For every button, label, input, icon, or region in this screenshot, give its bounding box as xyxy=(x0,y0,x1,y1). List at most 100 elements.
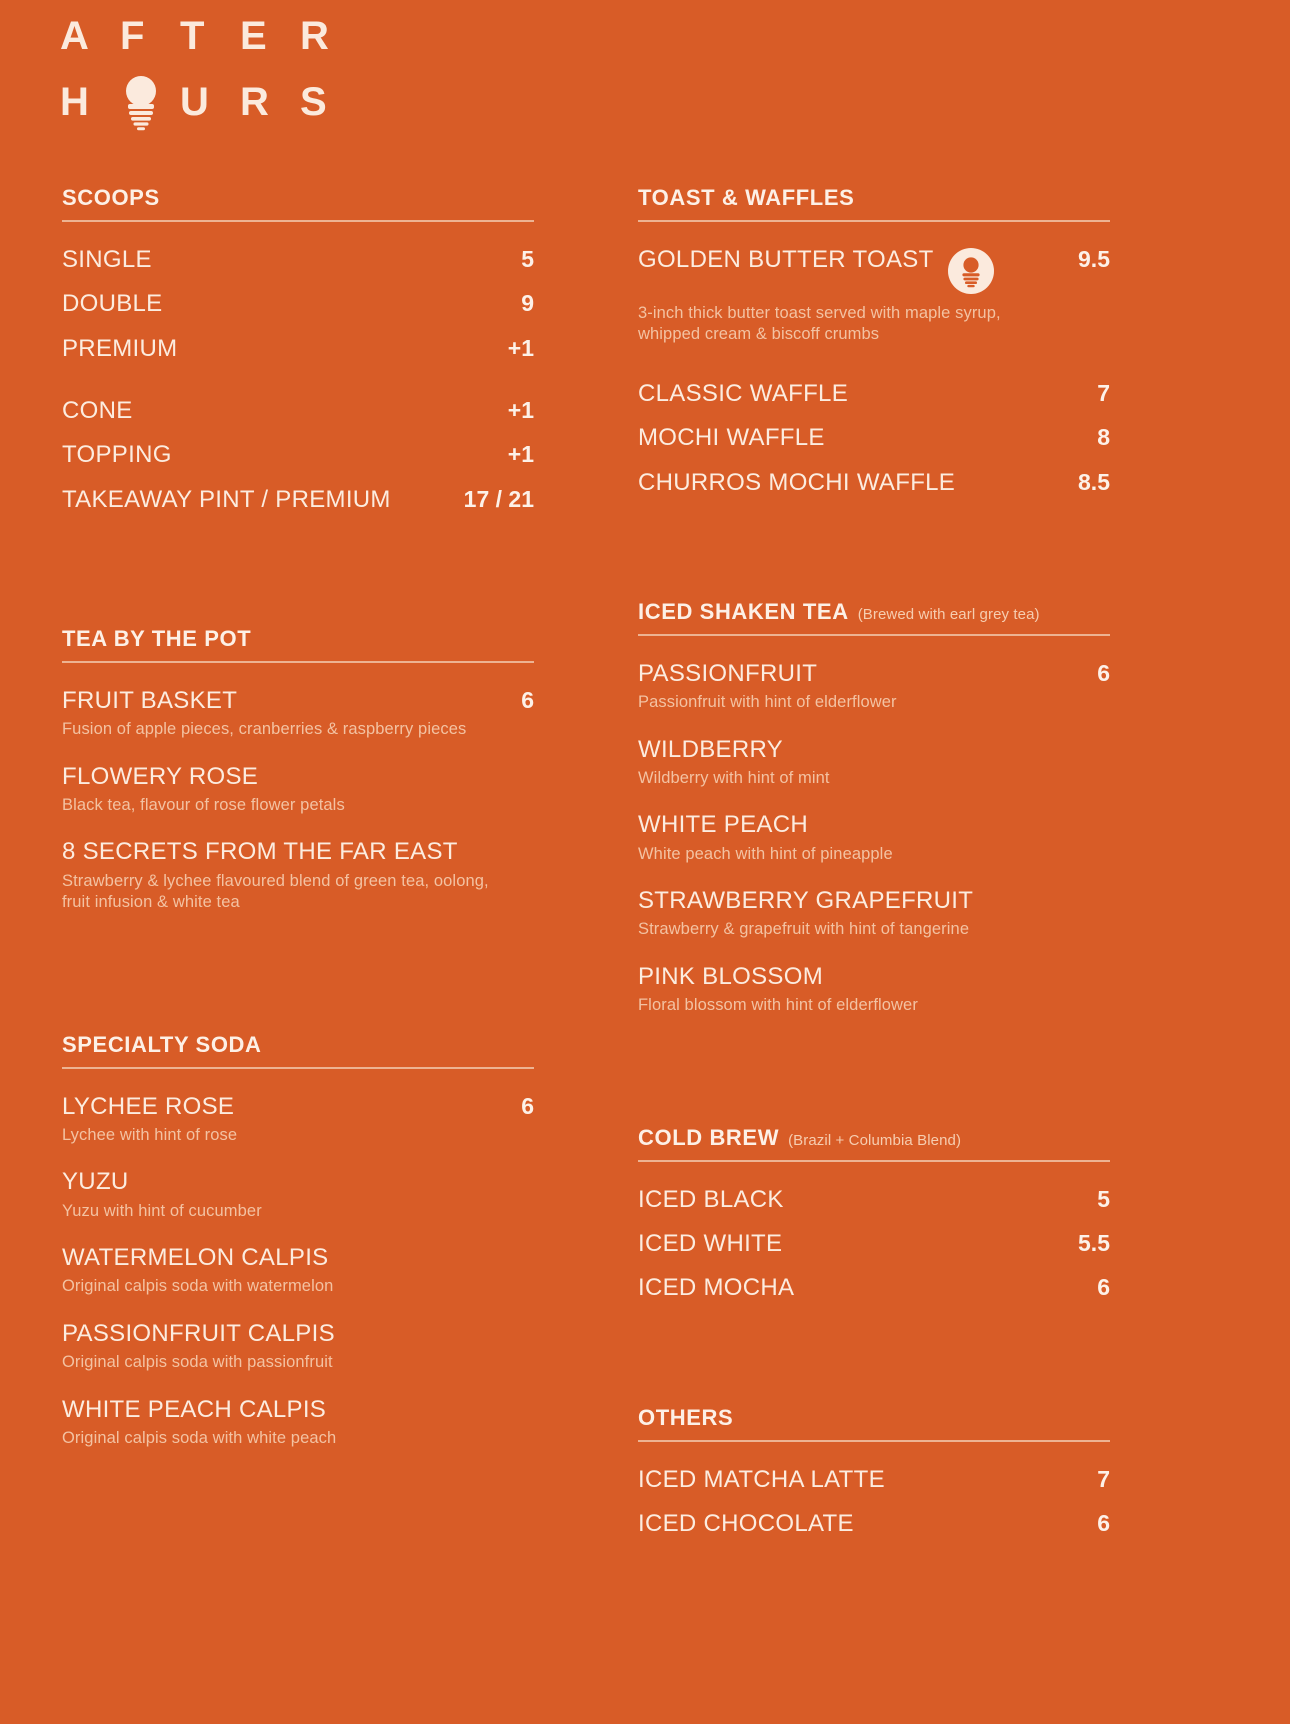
menu-item: FLOWERY ROSE Black tea, flavour of rose f… xyxy=(62,763,534,817)
menu-item-price: +1 xyxy=(507,334,534,361)
menu-item-name: GOLDEN BUTTER TOAST xyxy=(638,246,934,273)
menu-item: WHITE PEACH White peach with hint of pine… xyxy=(638,811,1110,865)
section-spacer xyxy=(638,1039,1110,1125)
section-header-iced-shaken-tea: ICED SHAKEN TEA (Brewed with earl grey te… xyxy=(638,599,1110,636)
menu-item-name: CONE xyxy=(62,396,133,424)
menu-item-text: ICED CHOCOLATE xyxy=(638,1510,1080,1538)
menu-item-price: 5 xyxy=(1097,1185,1110,1212)
menu-item-description: Strawberry & grapefruit with hint of tan… xyxy=(638,920,970,939)
menu-item: CLASSIC WAFFLE 7 xyxy=(638,380,1110,408)
menu-item-text: DOUBLE xyxy=(62,290,504,318)
menu-section-iced-shaken-tea: ICED SHAKEN TEA (Brewed with earl grey te… xyxy=(638,599,1110,1017)
menu-item-description: Original calpis soda with passionfruit xyxy=(62,1353,333,1372)
menu-item-name: ICED MATCHA LATTE xyxy=(638,1465,885,1493)
section-spacer xyxy=(638,513,1110,599)
menu-item-name: LYCHEE ROSE xyxy=(62,1092,235,1120)
menu-item: GOLDEN BUTTER TOAST 3-inch thick butter t… xyxy=(638,246,1110,346)
menu-item-name: PINK BLOSSOM xyxy=(638,962,823,990)
menu-section-toast-and-waffles: TOAST & WAFFLES GOLDEN BUTTER TOAST 3-inch… xyxy=(638,185,1110,497)
menu-item-name: WHITE PEACH xyxy=(638,811,808,839)
menu-item: CHURROS MOCHI WAFFLE 8.5 xyxy=(638,469,1110,497)
menu-item-name: ICED BLACK xyxy=(638,1185,784,1213)
section-title: ICED SHAKEN TEA xyxy=(638,598,849,624)
section-title: TOAST & WAFFLES xyxy=(638,185,855,210)
menu-item: SINGLE 5 xyxy=(62,246,534,274)
logo-letter-t: T xyxy=(180,14,205,58)
menu-section-tea-by-the-pot: TEA BY THE POT FRUIT BASKET Fusion of appl… xyxy=(62,626,534,914)
menu-item-price: 6 xyxy=(1097,659,1110,686)
menu-item-name: STRAWBERRY GRAPEFRUIT xyxy=(638,887,974,915)
menu-item-description: Yuzu with hint of cucumber xyxy=(62,1201,262,1220)
section-header-tea-by-the-pot: TEA BY THE POT xyxy=(62,626,534,663)
section-header-specialty-soda: SPECIALTY SODA xyxy=(62,1032,534,1069)
item-group: CLASSIC WAFFLE 7 MOCHI WAFFLE 8 CHURROS MOCH… xyxy=(638,380,1110,497)
menu-item-description: Strawberry & lychee flavoured blend of g… xyxy=(62,871,489,912)
menu-item-description: Wildberry with hint of mint xyxy=(638,768,830,787)
menu-item: ICED WHITE 5.5 xyxy=(638,1230,1110,1258)
item-group: ICED MATCHA LATTE 7 ICED CHOCOLATE 6 xyxy=(638,1466,1110,1539)
menu-item-text: ICED MOCHA xyxy=(638,1274,1080,1302)
menu-item-price: 9.5 xyxy=(1078,246,1110,272)
menu-item-name: WHITE PEACH CALPIS xyxy=(62,1395,327,1423)
menu-item-name: TAKEAWAY PINT / PREMIUM xyxy=(62,485,391,513)
menu-item-name: WILDBERRY xyxy=(638,735,783,763)
menu-item-text: WHITE PEACH White peach with hint of pine… xyxy=(638,811,1110,865)
menu-item: PINK BLOSSOM Floral blossom with hint of … xyxy=(638,963,1110,1017)
menu-item-description: Passionfruit with hint of elderflower xyxy=(638,693,897,712)
menu-section-cold-brew: COLD BREW (Brazil + Columbia Blend) ICED B… xyxy=(638,1125,1110,1303)
menu-item: STRAWBERRY GRAPEFRUIT Strawberry & grapef… xyxy=(638,887,1110,941)
item-group: SINGLE 5 DOUBLE 9 PREMIUM +1 xyxy=(62,246,534,363)
menu-item-name: ICED MOCHA xyxy=(638,1274,795,1302)
menu-item-price: 8 xyxy=(1097,424,1110,451)
menu-item-text: STRAWBERRY GRAPEFRUIT Strawberry & grapef… xyxy=(638,887,1110,941)
menu-item-price: 6 xyxy=(1097,1509,1110,1536)
menu-item: TAKEAWAY PINT / PREMIUM 17 / 21 xyxy=(62,486,534,514)
menu-item-name: PASSIONFRUIT xyxy=(638,659,818,687)
menu-item-description: 3-inch thick butter toast served with ma… xyxy=(638,304,1001,344)
menu-item: ICED MATCHA LATTE 7 xyxy=(638,1466,1110,1494)
section-subtitle: (Brazil + Columbia Blend) xyxy=(788,1131,962,1149)
menu-item-text: 8 SECRETS FROM THE FAR EAST Strawberry & … xyxy=(62,838,534,913)
menu-item-text: SINGLE xyxy=(62,246,504,274)
menu-item-name: CHURROS MOCHI WAFFLE xyxy=(638,468,956,496)
menu-item-text: CHURROS MOCHI WAFFLE xyxy=(638,469,1078,497)
menu-item-price: 7 xyxy=(1097,1465,1110,1492)
menu-item-text: ICED WHITE xyxy=(638,1230,1078,1258)
menu-item-description: Floral blossom with hint of elderflower xyxy=(638,996,918,1015)
menu-item-price: 17 / 21 xyxy=(463,485,534,512)
menu-item-price: 6 xyxy=(1097,1274,1110,1301)
menu-item-price: 6 xyxy=(521,686,534,713)
menu-item-price: +1 xyxy=(507,441,534,468)
section-title: COLD BREW xyxy=(638,1124,780,1150)
menu-item-text: TAKEAWAY PINT / PREMIUM xyxy=(62,486,464,514)
section-title: OTHERS xyxy=(638,1404,734,1430)
menu-item: MOCHI WAFFLE 8 xyxy=(638,424,1110,452)
menu-item-text: PREMIUM xyxy=(62,335,504,363)
item-group: CONE +1 TOPPING +1 TAKEAWAY PINT / PREMIUM 17… xyxy=(62,397,534,514)
section-title: TEA BY THE POT xyxy=(62,625,252,651)
logo-letter-h: H xyxy=(60,80,89,124)
section-spacer xyxy=(62,530,534,626)
menu-item: FRUIT BASKET Fusion of apple pieces, cran… xyxy=(62,687,534,741)
item-group: GOLDEN BUTTER TOAST 3-inch thick butter t… xyxy=(638,246,1110,346)
menu-item-price: 5 xyxy=(521,246,534,272)
menu-item-text: ICED MATCHA LATTE xyxy=(638,1466,1080,1494)
menu-item-description: Original calpis soda with watermelon xyxy=(62,1277,334,1296)
menu-item-description: Original calpis soda with white peach xyxy=(62,1428,337,1447)
menu-item-name: PREMIUM xyxy=(62,334,178,362)
ice-cream-cone-badge xyxy=(947,248,994,299)
logo-line-1: A F T E R xyxy=(60,8,360,64)
ice-cream-cone-icon xyxy=(120,73,180,131)
menu-item-text: WHITE PEACH CALPIS Original calpis soda w… xyxy=(62,1396,534,1450)
menu-item-name: MOCHI WAFFLE xyxy=(638,424,825,452)
menu-item-name: FLOWERY ROSE xyxy=(62,762,259,790)
menu-item-text: ICED BLACK xyxy=(638,1186,1080,1214)
menu-item: CONE +1 xyxy=(62,397,534,425)
menu-item-description: Fusion of apple pieces, cranberries & ra… xyxy=(62,720,467,739)
item-group: ICED BLACK 5 ICED WHITE 5.5 ICED MOCHA 6 xyxy=(638,1186,1110,1303)
menu-item: ICED CHOCOLATE 6 xyxy=(638,1510,1110,1538)
section-spacer xyxy=(62,936,534,1032)
menu-item-text: PASSIONFRUIT CALPIS Original calpis soda … xyxy=(62,1320,534,1374)
menu-item-text: FRUIT BASKET Fusion of apple pieces, cran… xyxy=(62,687,504,741)
menu-item: LYCHEE ROSE Lychee with hint of rose 6 xyxy=(62,1093,534,1147)
